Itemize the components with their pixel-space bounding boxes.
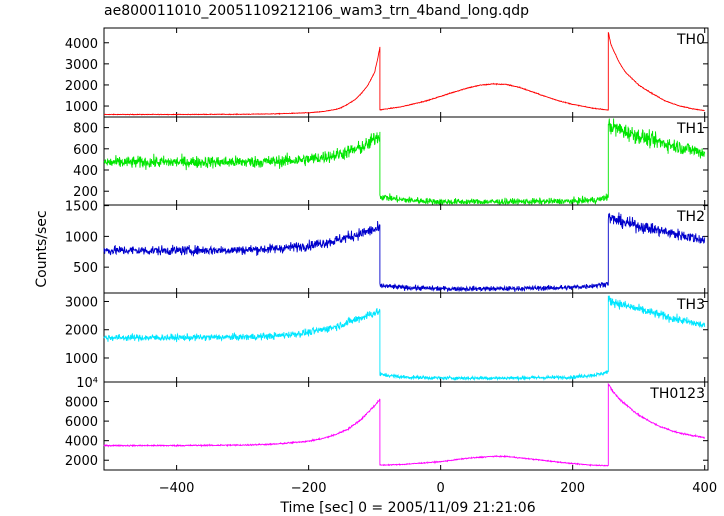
x-tick-label: −400: [159, 481, 195, 496]
y-tick-label: 8000: [65, 396, 98, 411]
y-tick-label: 4000: [65, 37, 98, 52]
y-tick-label: 1000: [65, 230, 98, 245]
panel-frame-th0123: [103, 381, 709, 471]
y-tick-label: 500: [73, 261, 98, 276]
y-tick-label: 2000: [65, 79, 98, 94]
x-tick-label: −200: [291, 481, 327, 496]
y-tick-label: 800: [73, 122, 98, 137]
x-tick-label: 200: [560, 481, 585, 496]
panel-frame-th0: [103, 27, 709, 118]
chart-title: ae800011010_20051109212106_wam3_trn_4ban…: [104, 3, 529, 19]
y-tick-label: 3000: [65, 58, 98, 73]
panel-label-th2: TH2: [676, 209, 705, 225]
y-tick-label: 10⁴: [76, 376, 98, 391]
y-axis-title: Counts/sec: [34, 210, 50, 287]
y-tick-label: 200: [73, 185, 98, 200]
y-tick-label: 2000: [65, 324, 98, 339]
y-tick-label: 2000: [65, 454, 98, 469]
y-tick-label: 1000: [65, 100, 98, 115]
y-tick-label: 600: [73, 143, 98, 158]
series-line-th2: [103, 212, 706, 293]
x-axis-title: Time [sec] 0 = 2005/11/09 21:21:06: [279, 500, 535, 516]
panel-label-th0: TH0: [676, 32, 705, 48]
y-tick-label: 1500: [65, 200, 98, 215]
series-line-th0123: [103, 382, 706, 467]
x-tick-label: 400: [692, 481, 717, 496]
panel-label-th0123: TH0123: [649, 386, 705, 402]
y-tick-label: 400: [73, 164, 98, 179]
y-tick-label: 3000: [65, 295, 98, 310]
x-tick-label: 0: [437, 481, 445, 496]
y-tick-label: 1000: [65, 352, 98, 367]
y-tick-label: 4000: [65, 435, 98, 450]
series-line-th1: [103, 118, 706, 206]
panel-label-th1: TH1: [676, 121, 705, 137]
y-tick-label: 6000: [65, 415, 98, 430]
series-line-th3: [103, 295, 706, 382]
series-line-th0: [103, 32, 705, 116]
panel-label-th3: TH3: [676, 297, 705, 313]
